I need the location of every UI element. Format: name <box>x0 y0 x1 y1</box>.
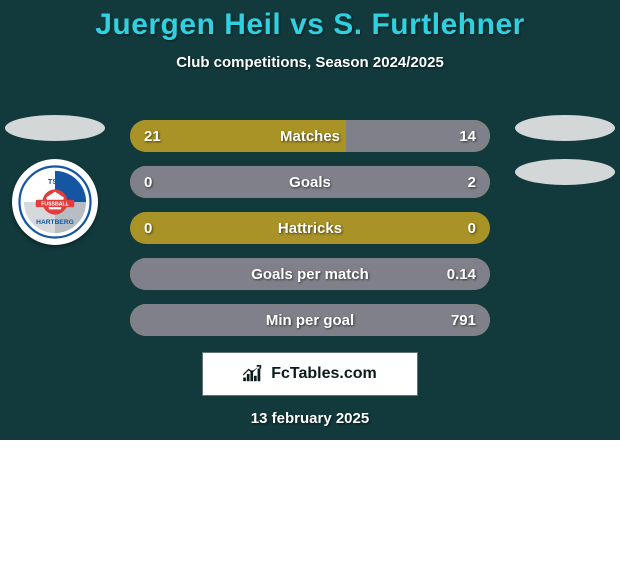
page-subtitle: Club competitions, Season 2024/2025 <box>0 54 620 71</box>
stat-bars-container: 21Matches140Goals20Hattricks0Goals per m… <box>130 120 490 350</box>
stat-label: Goals per match <box>130 266 490 283</box>
left-club-badge: TSV FUSSBALL HARTBERG <box>12 159 98 245</box>
stat-value-right: 2 <box>468 174 476 191</box>
svg-text:FUSSBALL: FUSSBALL <box>41 202 69 208</box>
comparison-card: Juergen Heil vs S. Furtlehner Club compe… <box>0 0 620 440</box>
svg-text:TSV: TSV <box>48 177 62 186</box>
left-player-pill <box>5 115 105 141</box>
stat-value-right: 0 <box>468 220 476 237</box>
stat-value-right: 791 <box>451 312 476 329</box>
stat-value-right: 0.14 <box>447 266 476 283</box>
stat-bar: Min per goal791 <box>130 304 490 336</box>
stat-bar: 0Hattricks0 <box>130 212 490 244</box>
stat-label: Matches <box>130 128 490 145</box>
bar-chart-icon <box>243 365 265 383</box>
stat-bar: 0Goals2 <box>130 166 490 198</box>
right-player-pill-2 <box>515 159 615 185</box>
stat-bar: Goals per match0.14 <box>130 258 490 290</box>
brand-box[interactable]: FcTables.com <box>202 352 418 396</box>
stat-label: Min per goal <box>130 312 490 329</box>
date-line: 13 february 2025 <box>0 410 620 427</box>
stat-label: Hattricks <box>130 220 490 237</box>
right-player-pill-1 <box>515 115 615 141</box>
left-player-column: TSV FUSSBALL HARTBERG <box>0 115 110 245</box>
stat-label: Goals <box>130 174 490 191</box>
svg-text:HARTBERG: HARTBERG <box>36 219 74 226</box>
brand-label: FcTables.com <box>271 365 377 383</box>
stat-bar: 21Matches14 <box>130 120 490 152</box>
tsv-hartberg-badge-icon: TSV FUSSBALL HARTBERG <box>18 165 92 239</box>
page-title: Juergen Heil vs S. Furtlehner <box>0 0 620 42</box>
stat-value-right: 14 <box>459 128 476 145</box>
right-player-column <box>510 115 620 203</box>
